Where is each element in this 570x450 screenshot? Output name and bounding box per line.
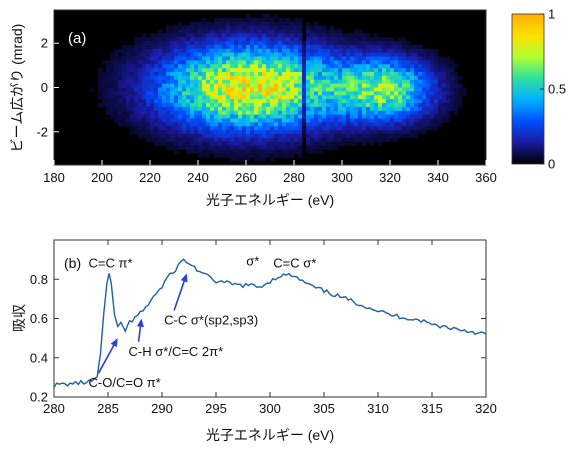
y-tick-label: 2 xyxy=(41,36,48,51)
x-tick-label: 340 xyxy=(427,170,449,185)
panel-b-x-axis-label: 光子エネルギー (eV) xyxy=(206,427,334,443)
x-tick-label: 320 xyxy=(379,170,401,185)
colorbar xyxy=(511,13,545,165)
panel-b-annotations: C=C π* σ* C=C σ* C-C σ*(sp2,sp3) C-H σ*/C=C … xyxy=(89,254,317,391)
x-tick-label: 180 xyxy=(43,170,65,185)
annotation-label: C-C σ*(sp2,sp3) xyxy=(164,312,258,327)
colorbar-tick-label: 0.5 xyxy=(548,82,566,97)
x-tick-label: 285 xyxy=(97,401,119,416)
x-tick-label: 360 xyxy=(475,170,497,185)
x-tick-label: 280 xyxy=(283,170,305,185)
annotation-arrow xyxy=(173,280,186,311)
y-tick-label: 0.8 xyxy=(30,272,48,287)
x-tick-label: 310 xyxy=(367,401,389,416)
heatmap-cells xyxy=(90,13,467,162)
x-tick-label: 300 xyxy=(331,170,353,185)
annotation-arrowhead xyxy=(136,318,144,328)
panel-b-y-axis-label: 吸収 xyxy=(11,304,27,332)
x-tick-label: 300 xyxy=(259,401,281,416)
panel-b-x-ticks: 280 285 290 295 300 305 310 315 320 xyxy=(43,240,497,416)
y-tick-label: -2 xyxy=(36,124,48,139)
x-tick-label: 290 xyxy=(151,401,173,416)
absorption-series-line xyxy=(54,258,486,388)
x-tick-label: 200 xyxy=(91,170,113,185)
annotation-arrowhead xyxy=(110,338,118,348)
x-tick-label: 240 xyxy=(187,170,209,185)
x-tick-label: 295 xyxy=(205,401,227,416)
colorbar-tick-label: 1 xyxy=(548,7,555,22)
annotation-label: C=C σ* xyxy=(273,255,316,270)
annotation-arrow xyxy=(137,326,142,342)
x-tick-label: 320 xyxy=(475,401,497,416)
colorbar-tick-label: 0 xyxy=(548,157,555,172)
y-tick-label: 0.6 xyxy=(30,311,48,326)
panel-b-label: (b) xyxy=(64,255,81,271)
panel-a-y-ticks: -2 0 2 xyxy=(36,36,59,139)
annotation-label: C-O/C=O π* xyxy=(89,375,161,390)
x-tick-label: 315 xyxy=(421,401,443,416)
x-tick-label: 220 xyxy=(139,170,161,185)
colorbar-ticks: 00.51 xyxy=(540,7,566,172)
y-tick-label: 0.2 xyxy=(30,390,48,405)
panel-a-x-axis-label: 光子エネルギー (eV) xyxy=(206,192,334,208)
panel-a-x-ticks: 180 200 220 240 260 280 300 320 340 360 xyxy=(43,160,497,185)
x-tick-label: 280 xyxy=(43,401,65,416)
panel-b: (b) 280 285 290 295 300 305 310 315 320 0.20.40.… xyxy=(11,239,497,443)
annotation-label: σ* xyxy=(246,254,259,269)
annotation-arrowhead xyxy=(180,273,188,283)
x-tick-label: 260 xyxy=(235,170,257,185)
panel-a: (a) 180 200 220 240 260 280 300 320 340 360 -202 … xyxy=(9,7,566,209)
annotation-arrow xyxy=(97,344,115,374)
panel-a-y-axis-label: ビーム広がり (mrad) xyxy=(9,24,25,153)
y-tick-label: 0.4 xyxy=(30,350,48,365)
x-tick-label: 305 xyxy=(313,401,335,416)
y-tick-label: 0 xyxy=(41,80,48,95)
panel-a-label: (a) xyxy=(68,30,86,47)
panel-b-y-ticks: 0.2 0.4 0.6 0.8 xyxy=(30,272,486,405)
annotation-label: C=C π* xyxy=(89,255,133,270)
annotation-label: C-H σ*/C=C 2π* xyxy=(129,344,224,359)
